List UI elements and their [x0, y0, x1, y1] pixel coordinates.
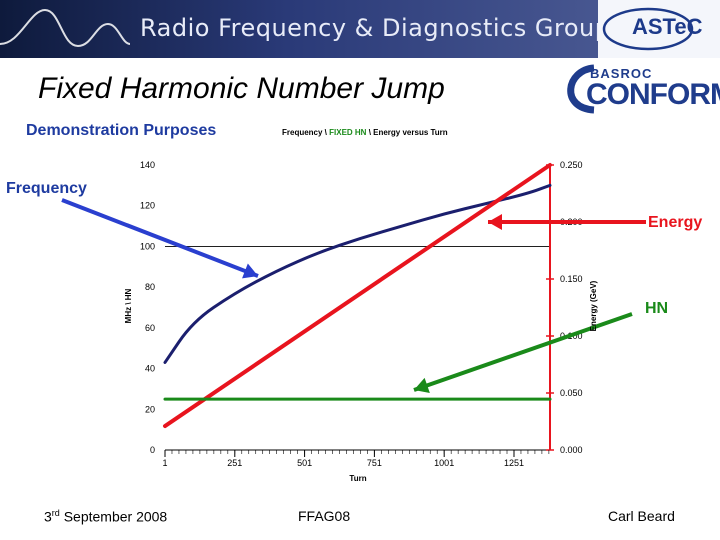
chart-title: Frequency \ FIXED HN \ Energy versus Tur… — [282, 128, 448, 137]
footer-event: FFAG08 — [298, 508, 351, 524]
hn-label: HN — [645, 300, 669, 317]
chart-title-part-2: FIXED HN — [329, 128, 367, 137]
astec-logo-text: ASTeC — [632, 14, 703, 39]
header-banner: Radio Frequency & Diagnostics Group ASTe… — [0, 0, 720, 58]
y-tick-left-0: 0 — [150, 445, 155, 455]
energy-arrow-head — [488, 214, 502, 230]
slide-subtitle: Demonstration Purposes — [26, 122, 217, 139]
banner-title: Radio Frequency & Diagnostics Group — [140, 14, 611, 42]
y-axis-right-label: Energy (GeV) — [589, 280, 598, 331]
y-tick-right-1: 0.050 — [560, 388, 583, 398]
y-tick-left-120: 120 — [140, 201, 155, 211]
logo-top-text: BASROC — [590, 66, 653, 81]
chart-title-part-3: \ Energy versus Turn — [366, 128, 448, 137]
y-tick-left-100: 100 — [140, 241, 155, 251]
energy-label: Energy — [648, 214, 703, 231]
energy-series-line — [163, 163, 552, 429]
frequency-label: Frequency — [6, 180, 87, 197]
conform-swoosh-icon — [567, 64, 595, 114]
hn-arrow-shaft — [413, 312, 633, 392]
waveform-icon — [0, 8, 130, 48]
y-tick-left-20: 20 — [145, 404, 155, 414]
y-tick-left-80: 80 — [145, 282, 155, 292]
astec-logo: ASTeC — [598, 0, 720, 58]
footer-date: 3rd September 2008 — [44, 508, 168, 525]
hn-arrow-head — [414, 377, 430, 393]
y-axis-left-label: MHz \ HN — [124, 288, 133, 323]
y-tick-right-5: 0.250 — [560, 160, 583, 170]
footer-author: Carl Beard — [608, 508, 675, 524]
x-tick-1001: 1001 — [434, 458, 454, 468]
frequency-arrow-head — [242, 263, 258, 279]
x-tick-251: 251 — [227, 458, 242, 468]
chart-title-part-1: Frequency \ — [282, 128, 330, 137]
x-tick-751: 751 — [367, 458, 382, 468]
y-tick-right-3: 0.150 — [560, 274, 583, 284]
astec-swoosh-icon — [602, 7, 694, 51]
slide-title: Fixed Harmonic Number Jump — [38, 72, 445, 105]
y-tick-left-140: 140 — [140, 160, 155, 170]
x-axis-label: Turn — [349, 474, 366, 483]
basroc-conform-logo: BASROC CONFORM — [560, 62, 720, 116]
y-tick-left-60: 60 — [145, 323, 155, 333]
x-tick-1251: 1251 — [504, 458, 524, 468]
frequency-series-line — [163, 183, 552, 364]
x-tick-1: 1 — [162, 458, 167, 468]
x-tick-501: 501 — [297, 458, 312, 468]
y-tick-left-40: 40 — [145, 364, 155, 374]
y-tick-right-0: 0.000 — [560, 445, 583, 455]
frequency-arrow-shaft — [61, 198, 259, 278]
logo-main-text: CONFORM — [586, 78, 720, 111]
